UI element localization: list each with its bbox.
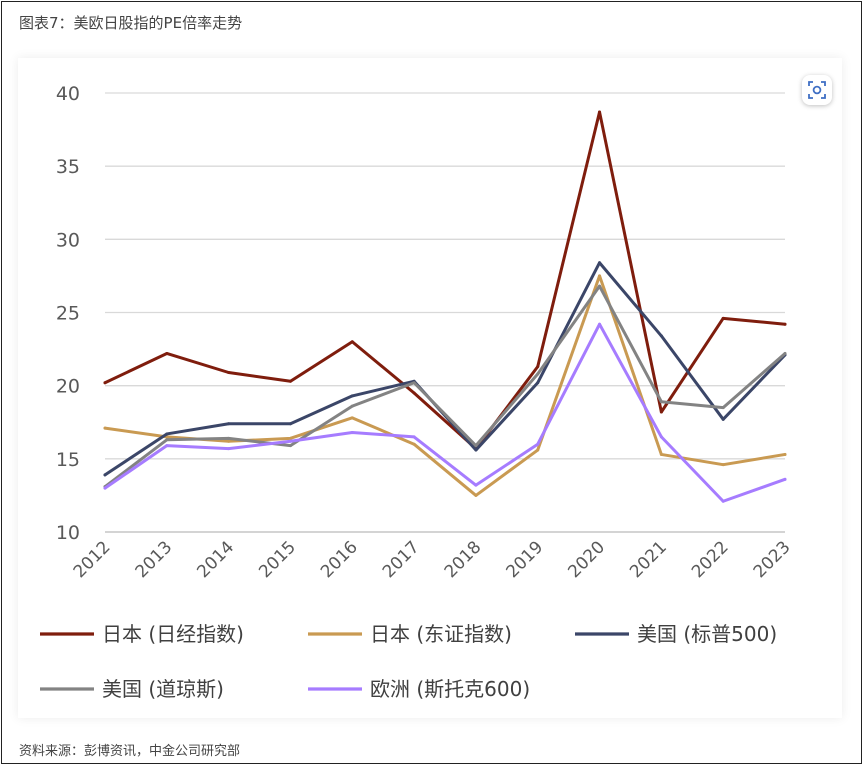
scan-icon (808, 81, 826, 99)
data-point (474, 483, 478, 487)
x-tick-label: 2016 (317, 537, 362, 582)
data-point (536, 448, 540, 452)
data-point (412, 435, 416, 439)
data-point (598, 110, 602, 114)
data-point (288, 444, 292, 448)
source-note: 资料来源：彭博资讯，中金公司研究部 (19, 744, 241, 759)
data-point (536, 442, 540, 446)
data-point (412, 381, 416, 385)
data-point (721, 499, 725, 503)
data-point (659, 410, 663, 414)
data-point (227, 436, 231, 440)
series-layer (103, 110, 787, 503)
data-point (598, 261, 602, 265)
x-tick-label: 2017 (379, 537, 424, 582)
data-point (721, 463, 725, 467)
data-point (659, 400, 663, 404)
chart-panel (18, 58, 842, 718)
data-point (165, 438, 169, 442)
grid-layer (105, 92, 785, 533)
data-point (103, 473, 107, 477)
data-point (288, 379, 292, 383)
data-point (474, 448, 478, 452)
data-point (412, 442, 416, 446)
x-tick-label: 2012 (70, 537, 115, 582)
legend: 日本 (日经指数) 日本 (东证指数) 美国 (标普500) 美国 (道琼斯) 欧洲 (… (40, 622, 777, 701)
y-tick-label: 20 (56, 376, 80, 398)
data-point (783, 322, 787, 326)
data-point (227, 370, 231, 374)
data-point (165, 432, 169, 436)
x-tick-label: 2022 (688, 537, 733, 582)
x-tick-label: 2020 (564, 537, 609, 582)
x-tick-label: 2018 (441, 537, 486, 582)
legend-label: 日本 (东证指数) (370, 622, 512, 646)
data-point (659, 452, 663, 456)
data-point (350, 430, 354, 434)
series-line (103, 261, 787, 477)
image-scan-button[interactable] (802, 75, 832, 105)
data-point (227, 439, 231, 443)
legend-label: 欧洲 (斯托克600) (370, 677, 530, 701)
data-point (721, 406, 725, 410)
data-point (783, 452, 787, 456)
x-tick-label: 2013 (132, 537, 177, 582)
data-point (783, 351, 787, 355)
x-tick-label: 2014 (193, 537, 238, 582)
data-point (103, 486, 107, 490)
y-axis: 10 15 20 25 30 35 40 (56, 83, 80, 544)
data-point (165, 351, 169, 355)
data-point (103, 426, 107, 430)
data-point (474, 444, 478, 448)
data-point (659, 334, 663, 338)
data-point (721, 316, 725, 320)
x-tick-label: 2023 (750, 537, 795, 582)
data-point (103, 381, 107, 385)
data-point (536, 372, 540, 376)
data-point (227, 447, 231, 451)
data-point (598, 284, 602, 288)
data-point (227, 422, 231, 426)
data-point (350, 340, 354, 344)
data-point (536, 381, 540, 385)
data-point (598, 322, 602, 326)
y-tick-label: 25 (56, 303, 80, 325)
legend-label: 美国 (道琼斯) (102, 677, 224, 701)
x-axis: 2012 2013 2014 2015 2016 2017 2018 2019 2020 2021… (70, 531, 795, 582)
data-point (474, 493, 478, 497)
figure-title: 图表7：美欧日股指的PE倍率走势 (19, 14, 243, 32)
y-tick-label: 30 (56, 229, 80, 251)
x-tick-label: 2015 (255, 537, 300, 582)
data-point (721, 417, 725, 421)
series-line (103, 322, 787, 503)
data-point (350, 416, 354, 420)
data-point (288, 422, 292, 426)
series-line (103, 274, 787, 497)
x-tick-label: 2019 (503, 537, 548, 582)
y-tick-label: 40 (56, 83, 80, 105)
data-point (288, 436, 292, 440)
data-point (165, 444, 169, 448)
legend-label: 美国 (标普500) (637, 622, 777, 646)
data-point (350, 404, 354, 408)
data-point (412, 391, 416, 395)
y-tick-label: 15 (56, 449, 80, 471)
series-line (103, 284, 787, 489)
data-point (288, 439, 292, 443)
x-tick-label: 2021 (626, 537, 671, 582)
legend-label: 日本 (日经指数) (102, 622, 244, 646)
data-point (350, 394, 354, 398)
data-point (783, 477, 787, 481)
series-line (103, 110, 787, 451)
y-tick-label: 10 (56, 522, 80, 544)
data-point (598, 274, 602, 278)
y-tick-label: 35 (56, 156, 80, 178)
data-point (536, 365, 540, 369)
data-point (659, 435, 663, 439)
